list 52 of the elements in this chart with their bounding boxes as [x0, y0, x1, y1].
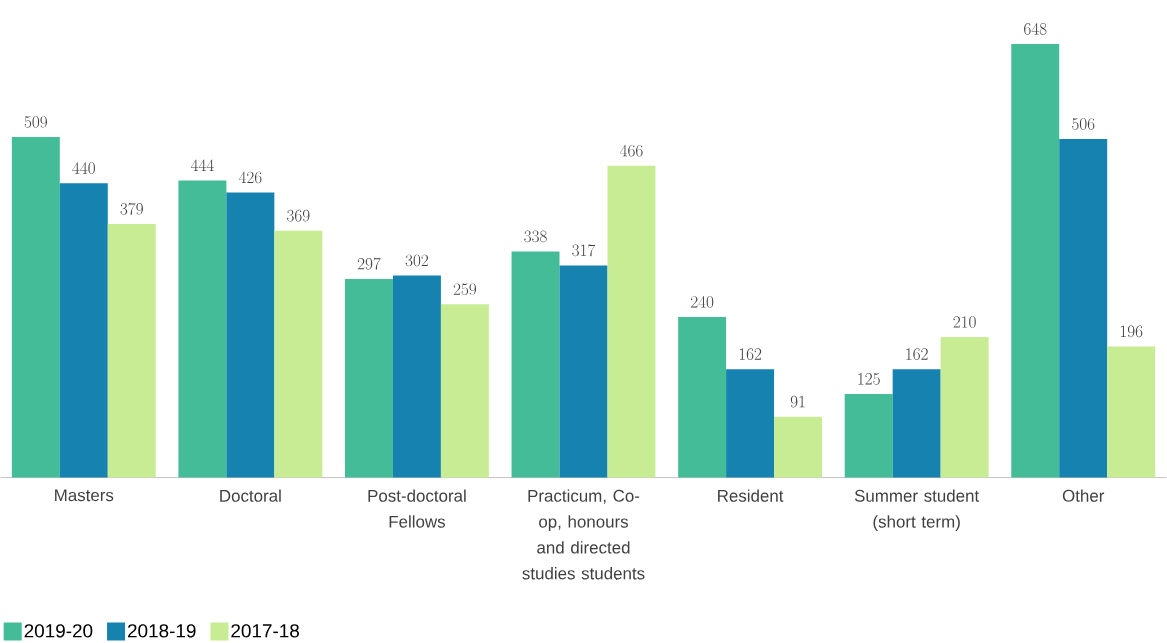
data-label: 440	[72, 162, 95, 175]
x-tick-label: Doctoral	[220, 489, 281, 502]
data-label: 444	[190, 159, 214, 172]
data-label: 91	[790, 395, 805, 408]
data-label: 426	[238, 171, 262, 184]
data-label: 506	[1072, 118, 1095, 130]
bar	[940, 337, 989, 478]
bar	[11, 137, 60, 478]
x-tick-label: Post-doctoral Fellows	[368, 489, 466, 528]
bar	[1059, 139, 1108, 478]
bar	[607, 165, 656, 478]
legend-label: 2017-18	[231, 624, 299, 638]
data-label: 317	[572, 244, 596, 257]
x-tick-label: Practicum, Co-op, honours and directed studies students	[522, 489, 645, 580]
data-label: 259	[453, 283, 477, 296]
data-label: 369	[287, 209, 310, 222]
bar	[226, 192, 275, 478]
x-tick-label: Summer student (short term)	[854, 489, 980, 532]
legend-label: 2018-19	[127, 624, 196, 638]
data-label: 648	[1024, 23, 1047, 35]
bar	[511, 251, 560, 478]
bar	[1011, 44, 1060, 478]
x-tick-label: Other	[1062, 489, 1105, 502]
legend-label: 2019-20	[24, 624, 93, 638]
bar	[178, 180, 227, 478]
data-label: 302	[405, 254, 429, 267]
data-label: 196	[1120, 325, 1143, 338]
data-label: 162	[906, 348, 928, 361]
bar	[844, 394, 893, 478]
bar	[774, 416, 823, 478]
bar	[392, 275, 441, 478]
bar	[559, 265, 608, 478]
data-label: 509	[24, 116, 47, 128]
bar	[274, 230, 323, 478]
data-label: 338	[524, 230, 547, 243]
data-label: 240	[690, 296, 714, 308]
data-label: 466	[619, 144, 643, 157]
data-label: 297	[357, 257, 381, 270]
bar	[344, 278, 393, 478]
bar	[440, 304, 489, 478]
bar	[678, 317, 727, 478]
data-label: 125	[858, 373, 880, 385]
bar	[892, 369, 941, 478]
x-tick-label: Masters	[55, 489, 114, 502]
bar	[726, 369, 775, 478]
bar	[59, 183, 108, 478]
data-label: 210	[953, 316, 976, 328]
x-tick-label: Resident	[718, 489, 784, 502]
data-label: 379	[120, 202, 143, 215]
bar	[1107, 346, 1156, 478]
data-label: 162	[739, 348, 762, 361]
bar	[107, 224, 156, 478]
